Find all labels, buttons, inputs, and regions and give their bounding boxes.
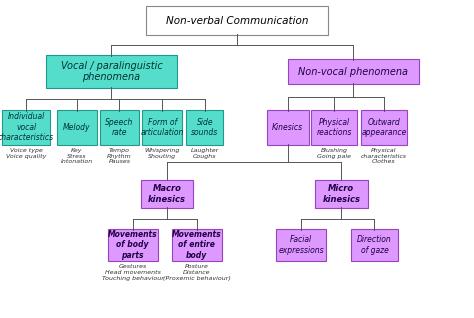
Text: Key
Stress
Intonation: Key Stress Intonation [61,148,93,164]
FancyBboxPatch shape [361,109,407,145]
FancyBboxPatch shape [57,109,97,145]
Text: Speech
rate: Speech rate [105,117,134,137]
FancyBboxPatch shape [315,179,368,209]
FancyBboxPatch shape [267,109,309,145]
Text: Posture
Distance
(Proxemic behaviour): Posture Distance (Proxemic behaviour) [163,264,231,280]
Text: Blushing
Going pale: Blushing Going pale [317,148,351,159]
FancyBboxPatch shape [46,55,177,87]
Text: Facial
expressions: Facial expressions [278,235,324,255]
Text: Physical
reactions: Physical reactions [317,117,352,137]
FancyBboxPatch shape [276,229,326,261]
Text: Micro
kinesics: Micro kinesics [322,184,360,204]
Text: Movements
of entire
body: Movements of entire body [172,230,221,260]
FancyBboxPatch shape [108,229,158,261]
Text: Whispering
Shouting: Whispering Shouting [145,148,180,159]
Text: Physical
characteristics
Clothes: Physical characteristics Clothes [361,148,407,164]
FancyBboxPatch shape [288,59,419,84]
Text: Vocal / paralinguistic
phenomena: Vocal / paralinguistic phenomena [61,61,162,82]
Text: Melody: Melody [63,123,91,132]
Text: Macro
kinesics: Macro kinesics [148,184,186,204]
Text: Outward
appearance: Outward appearance [361,117,407,137]
Text: Non-vocal phenomena: Non-vocal phenomena [298,66,408,77]
Text: Voice type
Voice quality: Voice type Voice quality [6,148,46,159]
Text: Tempo
Rhythm
Pauses: Tempo Rhythm Pauses [107,148,132,164]
Text: Kinesics: Kinesics [272,123,303,132]
FancyBboxPatch shape [311,109,357,145]
FancyBboxPatch shape [350,229,398,261]
Text: Laughter
Coughs: Laughter Coughs [191,148,219,159]
Text: Movements
of body
parts: Movements of body parts [108,230,157,260]
FancyBboxPatch shape [142,109,182,145]
FancyBboxPatch shape [100,109,138,145]
Text: Form of
articulation: Form of articulation [140,117,184,137]
FancyBboxPatch shape [172,229,222,261]
Text: Non-verbal Communication: Non-verbal Communication [166,16,308,26]
Text: Direction
of gaze: Direction of gaze [357,235,392,255]
Text: Side
sounds: Side sounds [191,117,219,137]
Text: Gestures
Head movements
Touching behaviour: Gestures Head movements Touching behavio… [102,264,164,280]
FancyBboxPatch shape [186,109,223,145]
FancyBboxPatch shape [146,6,328,35]
FancyBboxPatch shape [140,179,193,209]
Text: Individual
vocal
characteristics: Individual vocal characteristics [0,112,54,142]
FancyBboxPatch shape [2,109,50,145]
